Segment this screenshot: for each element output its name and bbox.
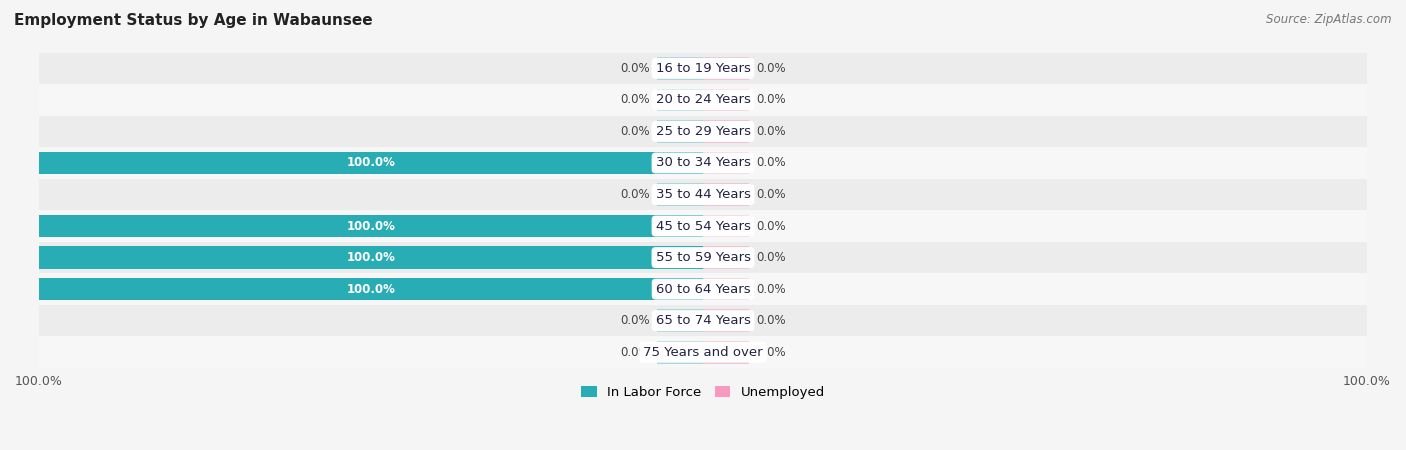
Bar	[39, 273, 1367, 305]
Bar	[703, 341, 749, 364]
Bar	[39, 179, 1367, 210]
Text: 100.0%: 100.0%	[346, 157, 395, 170]
Bar	[657, 341, 703, 364]
Text: 0.0%: 0.0%	[620, 314, 650, 327]
Legend: In Labor Force, Unemployed: In Labor Force, Unemployed	[575, 380, 831, 405]
Bar	[39, 84, 1367, 116]
Bar	[39, 305, 1367, 337]
Text: 30 to 34 Years: 30 to 34 Years	[655, 157, 751, 170]
Bar	[39, 337, 1367, 368]
Text: Source: ZipAtlas.com: Source: ZipAtlas.com	[1267, 14, 1392, 27]
Bar	[657, 57, 703, 80]
Text: 25 to 29 Years: 25 to 29 Years	[655, 125, 751, 138]
Text: 16 to 19 Years: 16 to 19 Years	[655, 62, 751, 75]
Bar	[657, 89, 703, 111]
Text: 75 Years and over: 75 Years and over	[643, 346, 763, 359]
Bar	[39, 116, 1367, 147]
Text: 20 to 24 Years: 20 to 24 Years	[655, 94, 751, 106]
Bar	[703, 152, 749, 174]
Text: 35 to 44 Years: 35 to 44 Years	[655, 188, 751, 201]
Text: 0.0%: 0.0%	[756, 283, 786, 296]
Bar	[39, 242, 1367, 273]
Text: 0.0%: 0.0%	[756, 94, 786, 106]
Text: 0.0%: 0.0%	[620, 125, 650, 138]
Text: 100.0%: 100.0%	[346, 220, 395, 233]
Text: 100.0%: 100.0%	[346, 283, 395, 296]
Text: 0.0%: 0.0%	[620, 346, 650, 359]
Text: 0.0%: 0.0%	[756, 220, 786, 233]
Bar	[703, 246, 749, 269]
Text: 55 to 59 Years: 55 to 59 Years	[655, 251, 751, 264]
Bar	[703, 309, 749, 332]
Bar	[39, 53, 1367, 84]
Text: 0.0%: 0.0%	[756, 346, 786, 359]
Text: 65 to 74 Years: 65 to 74 Years	[655, 314, 751, 327]
Text: Employment Status by Age in Wabaunsee: Employment Status by Age in Wabaunsee	[14, 14, 373, 28]
Bar	[703, 183, 749, 206]
Text: 45 to 54 Years: 45 to 54 Years	[655, 220, 751, 233]
Bar	[703, 57, 749, 80]
Text: 0.0%: 0.0%	[756, 314, 786, 327]
Bar	[703, 89, 749, 111]
Bar	[703, 120, 749, 143]
Bar	[703, 215, 749, 238]
Text: 0.0%: 0.0%	[620, 94, 650, 106]
Text: 0.0%: 0.0%	[756, 125, 786, 138]
Bar	[39, 147, 1367, 179]
Bar	[39, 278, 703, 301]
Text: 0.0%: 0.0%	[620, 62, 650, 75]
Text: 0.0%: 0.0%	[756, 62, 786, 75]
Bar	[39, 246, 703, 269]
Text: 100.0%: 100.0%	[346, 251, 395, 264]
Bar	[39, 215, 703, 238]
Text: 0.0%: 0.0%	[620, 188, 650, 201]
Bar	[657, 309, 703, 332]
Text: 0.0%: 0.0%	[756, 251, 786, 264]
Bar	[39, 152, 703, 174]
Bar	[703, 278, 749, 301]
Text: 60 to 64 Years: 60 to 64 Years	[655, 283, 751, 296]
Bar	[39, 210, 1367, 242]
Text: 0.0%: 0.0%	[756, 188, 786, 201]
Bar	[657, 120, 703, 143]
Bar	[657, 183, 703, 206]
Text: 0.0%: 0.0%	[756, 157, 786, 170]
